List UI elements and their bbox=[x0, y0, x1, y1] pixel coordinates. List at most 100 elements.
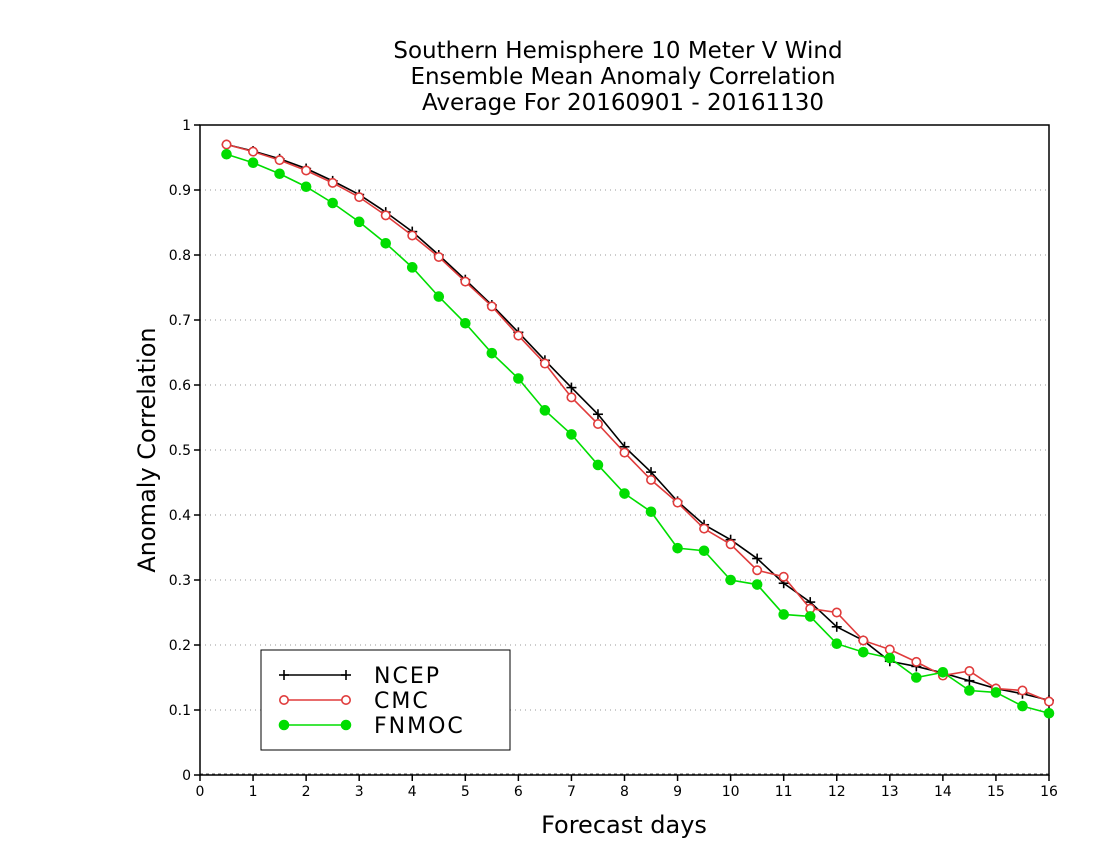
data-point-fnmoc bbox=[911, 672, 922, 683]
x-tick-label: 7 bbox=[567, 784, 576, 800]
series-fnmoc bbox=[221, 148, 1055, 719]
y-tick-label: 0.8 bbox=[169, 248, 191, 264]
series-line-cmc bbox=[226, 143, 1050, 703]
data-point-fnmoc bbox=[619, 488, 630, 499]
data-point-cmc bbox=[301, 165, 312, 176]
data-point-fnmoc bbox=[804, 611, 816, 622]
series-line-ncep bbox=[226, 143, 1050, 702]
data-point-cmc bbox=[460, 276, 471, 287]
data-point-fnmoc bbox=[964, 685, 975, 696]
legend-entry-fnmoc: FNMOC bbox=[278, 714, 465, 739]
data-point-fnmoc bbox=[406, 262, 418, 273]
chart-title-line-1: Southern Hemisphere 10 Meter V Wind bbox=[393, 38, 842, 64]
data-point-cmc bbox=[884, 644, 895, 655]
x-tick-label: 3 bbox=[355, 784, 364, 800]
x-tick-label: 5 bbox=[461, 784, 470, 800]
data-point-cmc bbox=[248, 146, 259, 157]
data-point-fnmoc bbox=[672, 542, 683, 554]
x-tick-label: 4 bbox=[408, 784, 417, 800]
data-point-cmc bbox=[513, 330, 524, 341]
legend-label-ncep: NCEP bbox=[374, 664, 441, 689]
data-point-fnmoc bbox=[592, 459, 604, 471]
x-axis-label: Forecast days bbox=[541, 811, 707, 839]
chart-title-line-2: Ensemble Mean Anomaly Correlation bbox=[410, 64, 835, 90]
x-tick-label: 15 bbox=[987, 784, 1005, 800]
data-point-cmc bbox=[964, 665, 975, 676]
data-point-fnmoc bbox=[380, 238, 392, 249]
data-point-fnmoc bbox=[831, 638, 843, 650]
x-tick-label: 6 bbox=[514, 784, 523, 800]
data-point-ncep bbox=[752, 553, 763, 564]
legend-label-fnmoc: FNMOC bbox=[374, 714, 465, 739]
x-tick-label: 16 bbox=[1040, 784, 1058, 800]
data-point-cmc bbox=[646, 474, 657, 485]
data-point-cmc bbox=[911, 656, 922, 667]
data-point-cmc bbox=[1017, 685, 1028, 696]
data-point-fnmoc bbox=[990, 687, 1002, 698]
x-tick-label: 2 bbox=[302, 784, 311, 800]
legend-marker-start-fnmoc bbox=[278, 719, 290, 731]
axis-ticks: 00.10.20.30.40.50.60.70.80.910 1 2 3 4 5 6 7 8 9 1… bbox=[169, 118, 1058, 800]
data-point-cmc bbox=[725, 539, 736, 550]
x-tick-label: 13 bbox=[881, 784, 899, 800]
data-point-fnmoc bbox=[327, 197, 338, 209]
y-tick-label: 0.3 bbox=[169, 573, 191, 589]
data-point-fnmoc bbox=[486, 347, 498, 359]
data-point-cmc bbox=[778, 571, 789, 582]
data-point-cmc bbox=[221, 139, 232, 150]
chart-title: Southern Hemisphere 10 Meter V Wind Ense… bbox=[393, 38, 842, 116]
data-point-ncep bbox=[592, 409, 603, 420]
data-point-cmc bbox=[752, 565, 763, 576]
data-point-ncep bbox=[566, 382, 577, 393]
x-tick-label: 11 bbox=[775, 784, 793, 800]
x-tick-label: 14 bbox=[934, 784, 952, 800]
y-tick-label: 0.7 bbox=[169, 313, 191, 329]
data-point-fnmoc bbox=[274, 168, 285, 180]
legend-entry-cmc: CMC bbox=[278, 689, 430, 714]
x-tick-label: 10 bbox=[722, 784, 740, 800]
chart-title-line-3: Average For 20160901 - 20161130 bbox=[422, 90, 824, 116]
data-point-cmc bbox=[407, 230, 418, 241]
y-tick-label: 0.5 bbox=[169, 443, 191, 459]
legend-marker-end-fnmoc bbox=[340, 719, 352, 731]
data-point-cmc bbox=[1044, 696, 1055, 707]
data-point-cmc bbox=[433, 251, 444, 262]
data-point-cmc bbox=[619, 447, 630, 458]
legend-entry-ncep: NCEP bbox=[279, 664, 441, 689]
data-point-fnmoc bbox=[300, 181, 312, 193]
data-point-fnmoc bbox=[751, 579, 763, 590]
x-tick-label: 1 bbox=[249, 784, 258, 800]
data-point-cmc bbox=[274, 155, 285, 166]
y-tick-label: 0.1 bbox=[169, 703, 191, 719]
data-point-fnmoc bbox=[725, 574, 736, 586]
data-point-fnmoc bbox=[857, 646, 869, 658]
data-series bbox=[221, 139, 1055, 719]
data-point-fnmoc bbox=[460, 317, 471, 329]
y-tick-label: 0.6 bbox=[169, 378, 191, 394]
legend-marker-start-cmc bbox=[278, 694, 289, 705]
legend-marker-end-cmc bbox=[340, 694, 351, 705]
data-point-cmc bbox=[699, 523, 710, 534]
data-point-fnmoc bbox=[698, 545, 710, 557]
legend-label-cmc: CMC bbox=[374, 689, 430, 714]
legend-marker-end-ncep bbox=[341, 670, 351, 680]
y-tick-label: 1 bbox=[182, 118, 191, 134]
data-point-fnmoc bbox=[353, 216, 365, 228]
data-point-fnmoc bbox=[539, 405, 551, 416]
data-point-fnmoc bbox=[884, 652, 896, 664]
data-point-cmc bbox=[566, 392, 577, 403]
y-tick-label: 0.9 bbox=[169, 183, 191, 199]
data-point-fnmoc bbox=[937, 667, 949, 678]
data-point-cmc bbox=[380, 210, 391, 221]
x-tick-label: 0 bbox=[196, 784, 205, 800]
legend-marker-start-ncep bbox=[279, 670, 289, 680]
data-point-cmc bbox=[327, 177, 338, 188]
data-point-fnmoc bbox=[645, 506, 657, 518]
y-tick-label: 0.2 bbox=[169, 638, 191, 654]
data-point-ncep bbox=[964, 675, 975, 686]
y-tick-label: 0.4 bbox=[169, 508, 191, 524]
data-point-ncep bbox=[831, 621, 842, 632]
